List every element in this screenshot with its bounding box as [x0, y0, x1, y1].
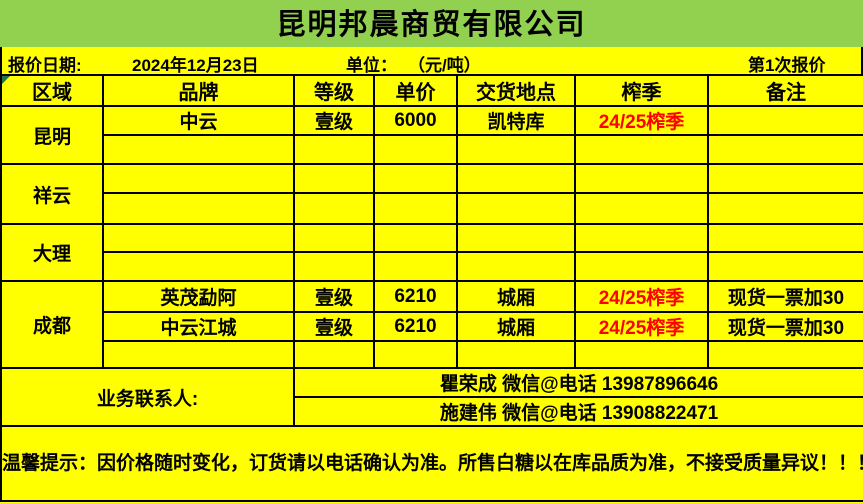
brand-cell[interactable]: 中云 — [102, 105, 295, 136]
region-cell-chengdu[interactable]: 成都 — [0, 280, 104, 369]
location-cell[interactable] — [456, 134, 576, 165]
season-cell[interactable]: 24/25榨季 — [574, 280, 709, 313]
season-cell[interactable] — [574, 192, 709, 225]
col-header-price[interactable]: 单价 — [373, 74, 458, 107]
region-cell-dali[interactable]: 大理 — [0, 223, 104, 282]
col-header-season[interactable]: 榨季 — [574, 74, 709, 107]
grade-cell[interactable] — [293, 251, 375, 282]
grade-cell[interactable]: 壹级 — [293, 280, 375, 313]
table-row: 成都 英茂勐阿 壹级 6210 城厢 24/25榨季 现货一票加30 — [0, 280, 863, 369]
grade-cell[interactable] — [293, 163, 375, 194]
contacts-row: 施建伟 微信@电话 13908822471 — [1, 396, 863, 427]
grade-cell[interactable] — [293, 134, 375, 165]
location-cell[interactable]: 城厢 — [456, 311, 576, 342]
remark-cell[interactable] — [707, 340, 863, 369]
grade-cell[interactable] — [293, 223, 375, 253]
table-row: 昆明 中云 壹级 6000 凯特库 24/25榨季 — [0, 105, 863, 165]
remark-cell[interactable] — [707, 223, 863, 253]
price-cell[interactable]: 6210 — [373, 311, 458, 342]
brand-cell[interactable] — [102, 192, 295, 225]
location-cell[interactable] — [456, 163, 576, 194]
price-cell[interactable] — [373, 192, 458, 225]
remark-cell[interactable]: 现货一票加30 — [707, 280, 863, 313]
table-row: 中云江城 壹级 6210 城厢 24/25榨季 现货一票加30 — [1, 311, 863, 342]
brand-cell[interactable] — [102, 134, 295, 165]
company-name: 昆明邦晨商贸有限公司 — [276, 9, 587, 41]
grade-cell[interactable] — [293, 192, 375, 225]
notice-row: 温馨提示：因价格随时变化，订货请以电话确认为准。所售白糖以在库品质为准，不接受质… — [0, 425, 863, 502]
grade-cell[interactable] — [293, 340, 375, 369]
brand-cell[interactable]: 中云江城 — [102, 311, 295, 342]
price-cell[interactable] — [373, 251, 458, 282]
notice-text[interactable]: 温馨提示：因价格随时变化，订货请以电话确认为准。所售白糖以在库品质为准，不接受质… — [0, 425, 863, 502]
quotation-table: 区域 品牌 等级 单价 交货地点 榨季 备注 昆明 中云 壹级 6000 凯特库… — [0, 74, 863, 502]
brand-cell[interactable] — [102, 251, 295, 282]
price-cell[interactable]: 6000 — [373, 105, 458, 136]
remark-cell[interactable]: 现货一票加30 — [707, 311, 863, 342]
table-row: 大理 — [0, 223, 863, 282]
season-cell[interactable] — [574, 134, 709, 165]
remark-cell[interactable] — [707, 192, 863, 225]
table-row — [1, 251, 863, 282]
price-cell[interactable] — [373, 223, 458, 253]
grade-cell[interactable]: 壹级 — [293, 105, 375, 136]
header-row: 区域 品牌 等级 单价 交货地点 榨季 备注 — [0, 74, 863, 107]
contact-entry[interactable]: 施建伟 微信@电话 13908822471 — [293, 396, 863, 427]
season-cell[interactable] — [574, 251, 709, 282]
quote-date-value[interactable]: 2024年12月23日 — [132, 56, 259, 75]
price-cell[interactable]: 6210 — [373, 280, 458, 313]
brand-cell[interactable] — [102, 340, 295, 369]
cell-corner-indicator-icon — [3, 77, 10, 84]
remark-cell[interactable] — [707, 134, 863, 165]
table-row — [1, 134, 863, 165]
table-row — [1, 340, 863, 369]
quote-info-row: 报价日期: 2024年12月23日 单位： （元/吨） 第1次报价 — [0, 47, 863, 75]
col-header-region[interactable]: 区域 — [0, 74, 104, 107]
season-cell[interactable]: 24/25榨季 — [574, 105, 709, 136]
brand-cell[interactable] — [102, 163, 295, 194]
col-header-brand[interactable]: 品牌 — [102, 74, 295, 107]
grade-cell[interactable]: 壹级 — [293, 311, 375, 342]
price-cell[interactable] — [373, 134, 458, 165]
region-cell-xiangyun[interactable]: 祥云 — [0, 163, 104, 225]
season-cell[interactable] — [574, 340, 709, 369]
contacts-row: 业务联系人: 瞿荣成 微信@电话 13987896646 — [0, 367, 863, 427]
season-cell[interactable] — [574, 223, 709, 253]
location-cell[interactable]: 凯特库 — [456, 105, 576, 136]
contact-entry[interactable]: 瞿荣成 微信@电话 13987896646 — [293, 367, 863, 398]
quote-round[interactable]: 第1次报价 — [748, 56, 826, 75]
table-row: 祥云 — [0, 163, 863, 225]
contacts-label[interactable]: 业务联系人: — [0, 367, 295, 427]
remark-cell[interactable] — [707, 163, 863, 194]
season-cell[interactable] — [574, 163, 709, 194]
price-cell[interactable] — [373, 163, 458, 194]
col-header-grade[interactable]: 等级 — [293, 74, 375, 107]
location-cell[interactable] — [456, 223, 576, 253]
table-row — [1, 192, 863, 225]
location-cell[interactable]: 城厢 — [456, 280, 576, 313]
remark-cell[interactable] — [707, 105, 863, 136]
price-cell[interactable] — [373, 340, 458, 369]
location-cell[interactable] — [456, 192, 576, 225]
quote-date-label[interactable]: 报价日期: — [8, 56, 82, 75]
brand-cell[interactable] — [102, 223, 295, 253]
unit-label[interactable]: 单位： — [346, 56, 397, 75]
location-cell[interactable] — [456, 251, 576, 282]
col-header-location[interactable]: 交货地点 — [456, 74, 576, 107]
company-title-bar[interactable]: 昆明邦晨商贸有限公司 — [0, 0, 863, 47]
location-cell[interactable] — [456, 340, 576, 369]
brand-cell[interactable]: 英茂勐阿 — [102, 280, 295, 313]
unit-value[interactable]: （元/吨） — [408, 56, 481, 75]
remark-cell[interactable] — [707, 251, 863, 282]
season-cell[interactable]: 24/25榨季 — [574, 311, 709, 342]
col-header-remark[interactable]: 备注 — [707, 74, 863, 107]
region-cell-kunming[interactable]: 昆明 — [0, 105, 104, 165]
